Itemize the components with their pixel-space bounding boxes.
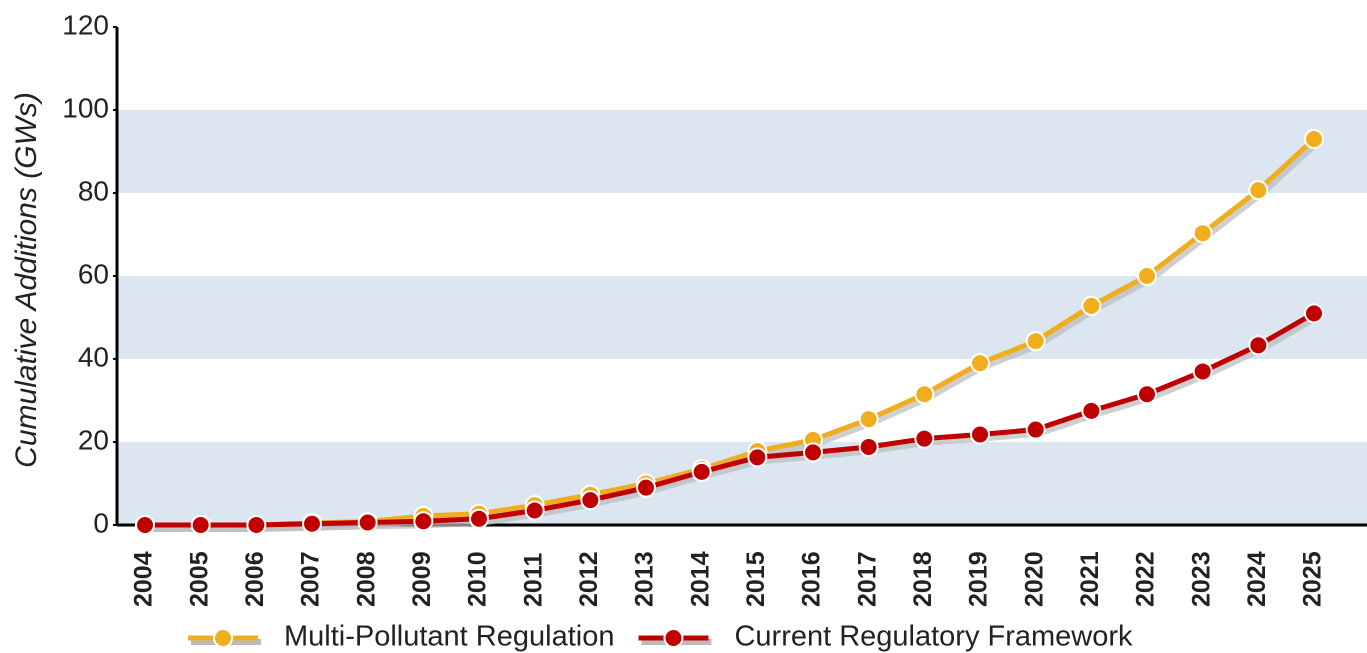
y-tick-label: 0	[93, 507, 109, 538]
point	[135, 515, 155, 535]
x-tick-label: 2015	[742, 551, 770, 607]
point	[357, 512, 378, 533]
series-line	[145, 311, 1316, 528]
point	[469, 508, 489, 529]
point	[636, 477, 656, 498]
point	[803, 442, 823, 463]
x-tick-label: 2008	[352, 551, 380, 607]
point	[1081, 295, 1102, 316]
legend-label: Multi-Pollutant Regulation	[284, 621, 614, 653]
x-tick-label: 2006	[241, 551, 269, 607]
y-tick-label: 80	[78, 175, 109, 206]
point	[580, 490, 601, 511]
y-tick-label: 40	[78, 341, 109, 372]
legend-marker	[213, 628, 233, 648]
grid-band	[117, 110, 1367, 193]
x-tick-label: 2010	[464, 551, 492, 607]
point	[1137, 266, 1157, 286]
point	[1137, 384, 1157, 405]
x-tick-label: 2013	[631, 551, 659, 607]
point	[1192, 223, 1213, 244]
point	[1304, 129, 1324, 150]
point	[1025, 331, 1046, 352]
point	[524, 500, 545, 521]
point	[970, 353, 990, 374]
point	[970, 424, 990, 445]
y-tick-label: 20	[78, 424, 109, 455]
x-tick-label: 2014	[686, 551, 714, 607]
x-tick-label: 2025	[1299, 551, 1327, 607]
point	[1025, 419, 1046, 440]
point	[1304, 303, 1324, 324]
point	[1248, 335, 1269, 356]
point	[246, 515, 267, 535]
point	[413, 511, 434, 532]
x-tick-label: 2019	[965, 551, 993, 607]
x-tick-label: 2020	[1020, 551, 1048, 607]
x-tick-label: 2022	[1132, 551, 1160, 607]
line-shadow	[148, 314, 1319, 532]
x-tick-label: 2011	[519, 553, 547, 607]
legend-marker	[663, 628, 684, 648]
x-tick-label: 2009	[408, 551, 436, 607]
x-tick-label: 2018	[909, 551, 937, 607]
x-tick-label: 2024	[1243, 551, 1271, 607]
y-axis-label: Cumulative Additions (GWs)	[10, 92, 43, 468]
x-tick-label: 2004	[130, 551, 158, 607]
y-tick-label: 120	[62, 9, 109, 40]
x-tick-label: 2005	[185, 551, 213, 607]
point	[302, 513, 322, 534]
x-tick-label: 2016	[798, 551, 826, 607]
y-tick-label: 60	[78, 258, 109, 289]
x-tick-label: 2017	[853, 551, 881, 607]
point	[747, 447, 768, 468]
x-tick-label: 2012	[575, 551, 603, 607]
point	[858, 409, 879, 430]
grid-band	[117, 276, 1367, 359]
point	[858, 436, 879, 457]
y-tick-label: 100	[62, 92, 109, 123]
point	[914, 428, 935, 449]
point	[1248, 180, 1269, 201]
x-tick-label: 2023	[1187, 551, 1215, 607]
legend-label: Current Regulatory Framework	[734, 621, 1133, 653]
point	[691, 461, 712, 482]
point	[190, 515, 211, 535]
point	[914, 384, 935, 405]
point	[1081, 400, 1102, 421]
x-tick-label: 2007	[297, 551, 325, 607]
x-tick-label: 2021	[1076, 551, 1104, 607]
point	[1192, 361, 1213, 382]
